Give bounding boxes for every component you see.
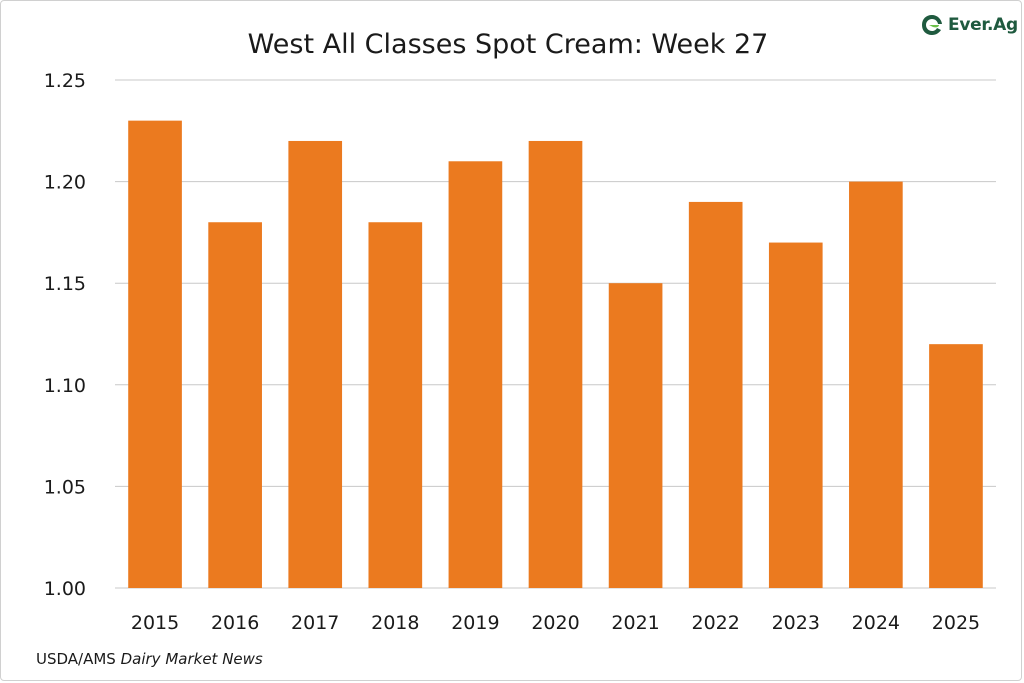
brand-logo-text: Ever.Ag [948, 15, 1018, 35]
x-tick-label: 2015 [131, 612, 179, 634]
bar-2023 [768, 242, 823, 588]
source-publication: Dairy Market News [120, 650, 263, 668]
bar-2022 [688, 201, 743, 589]
chart-title: West All Classes Spot Cream: Week 27 [248, 29, 769, 60]
x-tick-label: 2025 [932, 612, 980, 634]
y-tick-label: 1.00 [44, 578, 86, 600]
x-tick-label: 2023 [772, 612, 820, 634]
source-prefix: USDA/AMS [36, 650, 121, 668]
x-tick-label: 2022 [692, 612, 740, 634]
x-tick-label: 2021 [611, 612, 659, 634]
brand-logo: Ever.Ag [920, 12, 1018, 38]
bar-2016 [208, 222, 262, 589]
bar-2025 [929, 344, 983, 588]
y-tick-label: 1.25 [44, 70, 86, 92]
source-note: USDA/AMS Dairy Market News [36, 650, 263, 668]
bar-2019 [448, 161, 503, 588]
bar-2024 [849, 181, 903, 588]
bars [128, 120, 983, 589]
x-tick-label: 2016 [211, 612, 259, 634]
y-axis-ticks: 1.00 1.05 1.10 1.15 1.20 1.25 [44, 70, 86, 600]
x-tick-label: 2018 [371, 612, 419, 634]
bar-2020 [528, 140, 583, 588]
x-tick-label: 2024 [852, 612, 900, 634]
y-tick-label: 1.15 [44, 273, 86, 295]
bar-2017 [288, 140, 343, 588]
y-tick-label: 1.20 [44, 172, 86, 194]
bar-2021 [608, 283, 663, 588]
bar-2015 [128, 120, 182, 588]
y-tick-label: 1.10 [44, 375, 86, 397]
x-tick-label: 2017 [291, 612, 339, 634]
x-axis-ticks: 2015 2016 2017 2018 2019 2020 2021 2022 2023 2024… [131, 612, 980, 634]
x-tick-label: 2020 [531, 612, 579, 634]
bar-2018 [368, 222, 423, 589]
y-tick-label: 1.05 [44, 476, 86, 498]
x-tick-label: 2019 [451, 612, 499, 634]
leaf-logo-icon [922, 15, 942, 35]
